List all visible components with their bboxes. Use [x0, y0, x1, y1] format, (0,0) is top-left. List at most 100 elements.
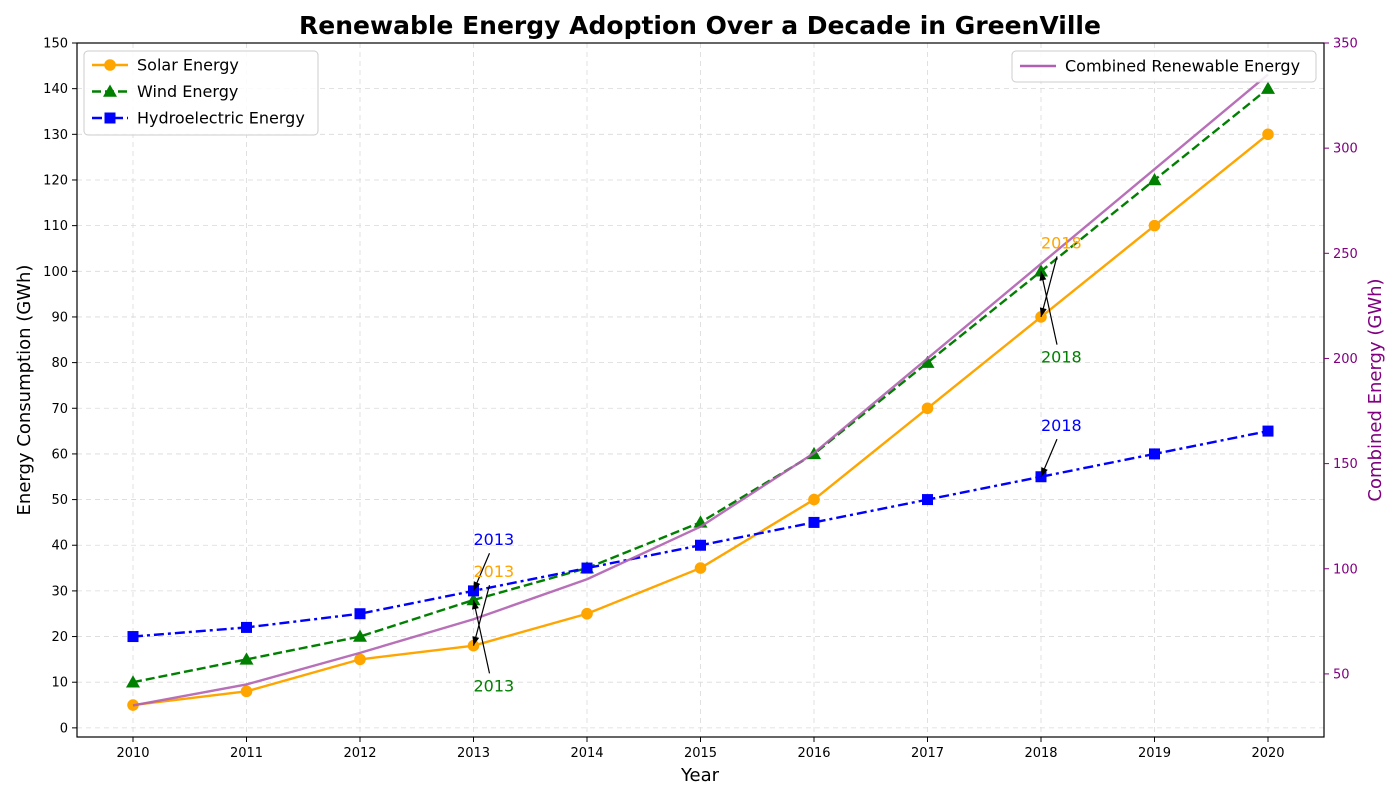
- legend-marker: [104, 59, 116, 71]
- x-tick-label: 2011: [230, 746, 263, 761]
- x-axis-label: Year: [680, 765, 720, 786]
- arrow-head: [1039, 271, 1047, 281]
- y2-tick-label: 350: [1333, 37, 1358, 52]
- series-layer: [126, 73, 1275, 711]
- legend-label: Hydroelectric Energy: [137, 109, 305, 128]
- data-point: [466, 593, 481, 606]
- data-point: [126, 675, 140, 688]
- y-tick-label: 20: [51, 630, 68, 645]
- y2-tick-label: 150: [1333, 457, 1358, 472]
- legend-box: [83, 50, 319, 136]
- annotation-arrow: [1040, 256, 1058, 318]
- legend-label: Wind Energy: [137, 82, 238, 101]
- legend-marker: [103, 84, 117, 97]
- y-tick-label: 0: [60, 721, 68, 736]
- y-tick-label: 50: [51, 493, 68, 508]
- legend-marker: [104, 112, 116, 124]
- y-tick-label: 110: [43, 219, 68, 234]
- data-point: [1261, 81, 1275, 94]
- data-point: [353, 629, 367, 642]
- annotation-arrow: [472, 585, 491, 646]
- data-point: [581, 607, 593, 620]
- x-tick-label: 2014: [570, 746, 603, 761]
- y-tick-label: 150: [43, 37, 68, 52]
- axes: 2010 2011 2012 2013 2014 2015 2016 2017 2018 2019…: [43, 37, 1358, 762]
- legend-label: Solar Energy: [137, 56, 239, 75]
- y2-tick-label: 50: [1333, 667, 1350, 682]
- annotation-arrow: [472, 599, 491, 674]
- x-tick-label: 2017: [911, 746, 944, 761]
- legend-item: Solar Energy: [92, 56, 239, 75]
- data-point: [241, 621, 252, 633]
- annotation: 2013: [472, 562, 515, 646]
- data-point: [239, 652, 254, 665]
- y-tick-label: 140: [43, 82, 68, 97]
- y-tick-label: 80: [51, 356, 68, 371]
- annotation-layer: 2013 2013 2013 2018 2018 2018: [471, 233, 1082, 695]
- y-tick-label: 60: [51, 447, 68, 462]
- legend-left: Solar Energy Wind Energy Hydroelectric Ene…: [83, 50, 319, 136]
- annotation-label: 2018: [1041, 233, 1082, 252]
- y-tick-label: 70: [51, 402, 68, 417]
- series-combined-renewable-energy: [132, 73, 1269, 707]
- arrow-head: [1039, 307, 1047, 317]
- data-point: [354, 653, 366, 666]
- y-tick-label: 40: [51, 539, 68, 554]
- data-point: [354, 608, 366, 620]
- annotation: 2018: [1039, 233, 1082, 318]
- annotation-label: 2018: [1041, 416, 1082, 435]
- arrow-head: [1041, 467, 1048, 477]
- y2-tick-label: 300: [1333, 142, 1358, 157]
- y2-tick-label: 200: [1333, 352, 1358, 367]
- data-point: [920, 355, 935, 368]
- annotation-label: 2013: [474, 530, 515, 549]
- legend-label: Combined Renewable Energy: [1065, 57, 1300, 76]
- x-tick-label: 2013: [457, 746, 490, 761]
- legend-item: Combined Renewable Energy: [1020, 57, 1300, 76]
- y-tick-label: 100: [43, 265, 68, 280]
- arrow-head: [473, 581, 481, 591]
- data-point: [694, 562, 707, 574]
- annotation-label: 2013: [474, 562, 515, 581]
- annotation-label: 2018: [1041, 348, 1082, 367]
- data-point: [1147, 172, 1162, 186]
- y-tick-label: 130: [43, 128, 68, 143]
- data-point: [240, 685, 253, 698]
- legend-box: [1011, 50, 1317, 83]
- x-tick-label: 2020: [1251, 746, 1284, 761]
- annotation-arrow: [1040, 271, 1058, 345]
- y-tick-label: 30: [51, 584, 68, 599]
- annotation-label: 2013: [474, 676, 515, 695]
- legend-right: Combined Renewable Energy: [1011, 50, 1317, 83]
- data-point: [581, 562, 593, 574]
- annotation: 2013: [472, 530, 515, 592]
- series-line: [132, 73, 1269, 707]
- annotation: 2018: [1039, 271, 1082, 367]
- data-point: [1034, 264, 1048, 277]
- data-point: [1035, 311, 1047, 323]
- data-point: [808, 516, 820, 528]
- y-axis-label: Energy Consumption (GWh): [14, 265, 35, 516]
- data-point: [1262, 425, 1274, 437]
- data-point: [1149, 448, 1160, 460]
- data-point: [1262, 128, 1274, 141]
- x-tick-label: 2012: [343, 746, 376, 761]
- arrow-head: [471, 600, 479, 610]
- y2-tick-label: 100: [1333, 562, 1358, 577]
- y-tick-label: 90: [51, 310, 68, 325]
- x-tick-label: 2015: [684, 746, 717, 761]
- data-point: [921, 402, 934, 415]
- arrow-head: [472, 636, 480, 646]
- data-point: [922, 494, 933, 506]
- x-tick-label: 2010: [116, 746, 149, 761]
- x-tick-label: 2019: [1138, 746, 1171, 761]
- y2-tick-label: 250: [1333, 247, 1358, 262]
- legend-item: Hydroelectric Energy: [92, 109, 305, 128]
- annotation: 2018: [1040, 416, 1082, 477]
- data-point: [127, 631, 139, 643]
- chart-title: Renewable Energy Adoption Over a Decade …: [299, 11, 1101, 40]
- annotation: 2013: [471, 599, 515, 695]
- data-point: [808, 493, 820, 506]
- y-tick-label: 120: [43, 173, 68, 188]
- data-point: [695, 539, 706, 551]
